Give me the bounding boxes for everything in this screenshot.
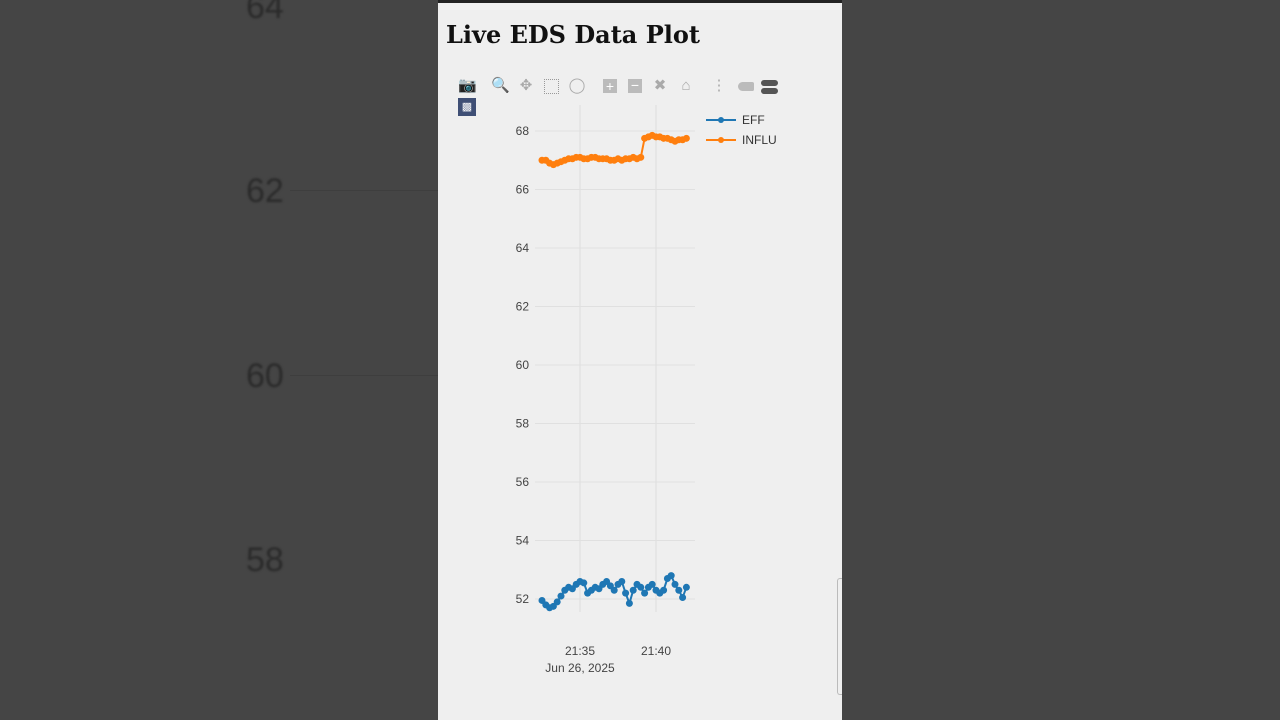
x-tick-date: Jun 26, 2025 — [545, 661, 615, 675]
x-tick-label: 21:35 — [565, 644, 595, 658]
data-point-influ — [637, 153, 645, 161]
legend-label-influ: INFLU — [742, 133, 777, 147]
data-point-eff — [648, 580, 656, 588]
data-point-eff — [622, 589, 630, 597]
hover-closest-icon[interactable] — [737, 77, 755, 95]
x-tick-label: 21:40 — [641, 644, 671, 658]
data-point-eff — [557, 592, 565, 600]
legend-marker-influ — [718, 137, 724, 143]
y-tick-label: 52 — [516, 592, 530, 606]
data-point-eff — [629, 586, 637, 594]
data-point-influ — [682, 134, 690, 142]
spike-lines-icon[interactable]: ⋮ — [711, 77, 727, 94]
plot-panel — [438, 3, 842, 720]
page-title: Live EDS Data Plot — [446, 20, 700, 49]
data-point-eff — [610, 586, 618, 594]
y-tick-label: 60 — [516, 358, 530, 372]
data-point-eff — [679, 594, 687, 602]
data-point-eff — [637, 583, 645, 591]
y-tick-label: 58 — [516, 417, 530, 431]
data-point-eff — [667, 572, 675, 580]
data-point-eff — [618, 577, 626, 585]
y-tick-label: 64 — [516, 241, 530, 255]
background-gridline — [290, 190, 438, 191]
plotly-logo-icon[interactable]: ▩ — [458, 98, 476, 116]
y-tick-label: 68 — [516, 124, 530, 138]
zoom-icon[interactable]: 🔍 — [491, 77, 510, 94]
data-point-eff — [641, 589, 649, 597]
background-gridline — [290, 375, 438, 376]
y-tick-label: 62 — [516, 300, 530, 314]
zoom-out-icon[interactable]: − — [626, 77, 644, 95]
data-point-eff — [625, 599, 633, 607]
background-tick: 58 — [246, 541, 284, 579]
data-point-eff — [553, 598, 561, 606]
home-icon[interactable]: ⌂ — [681, 77, 691, 94]
scrollbar[interactable] — [837, 578, 842, 695]
pan-icon[interactable]: ✥ — [519, 77, 533, 94]
y-tick-label: 66 — [516, 183, 530, 197]
data-point-eff — [682, 583, 690, 591]
top-bar — [438, 0, 842, 3]
hover-compare-icon[interactable] — [761, 77, 779, 95]
y-tick-label: 54 — [516, 534, 530, 548]
data-point-eff — [580, 579, 588, 587]
background-tick: 60 — [246, 357, 284, 395]
zoom-in-icon[interactable]: + — [601, 77, 619, 95]
lasso-icon[interactable]: ◯ — [568, 77, 586, 94]
autoscale-icon[interactable]: ✖ — [653, 77, 667, 94]
data-point-eff — [660, 586, 668, 594]
background-tick: 64 — [246, 0, 284, 26]
box-select-icon[interactable] — [542, 77, 560, 95]
data-point-eff — [671, 580, 679, 588]
data-point-eff — [675, 586, 683, 594]
camera-icon[interactable]: 📷 — [458, 77, 477, 94]
background-tick: 62 — [246, 172, 284, 210]
legend-marker-eff — [718, 117, 724, 123]
y-tick-label: 56 — [516, 475, 530, 489]
legend-label-eff: EFF — [742, 113, 765, 127]
